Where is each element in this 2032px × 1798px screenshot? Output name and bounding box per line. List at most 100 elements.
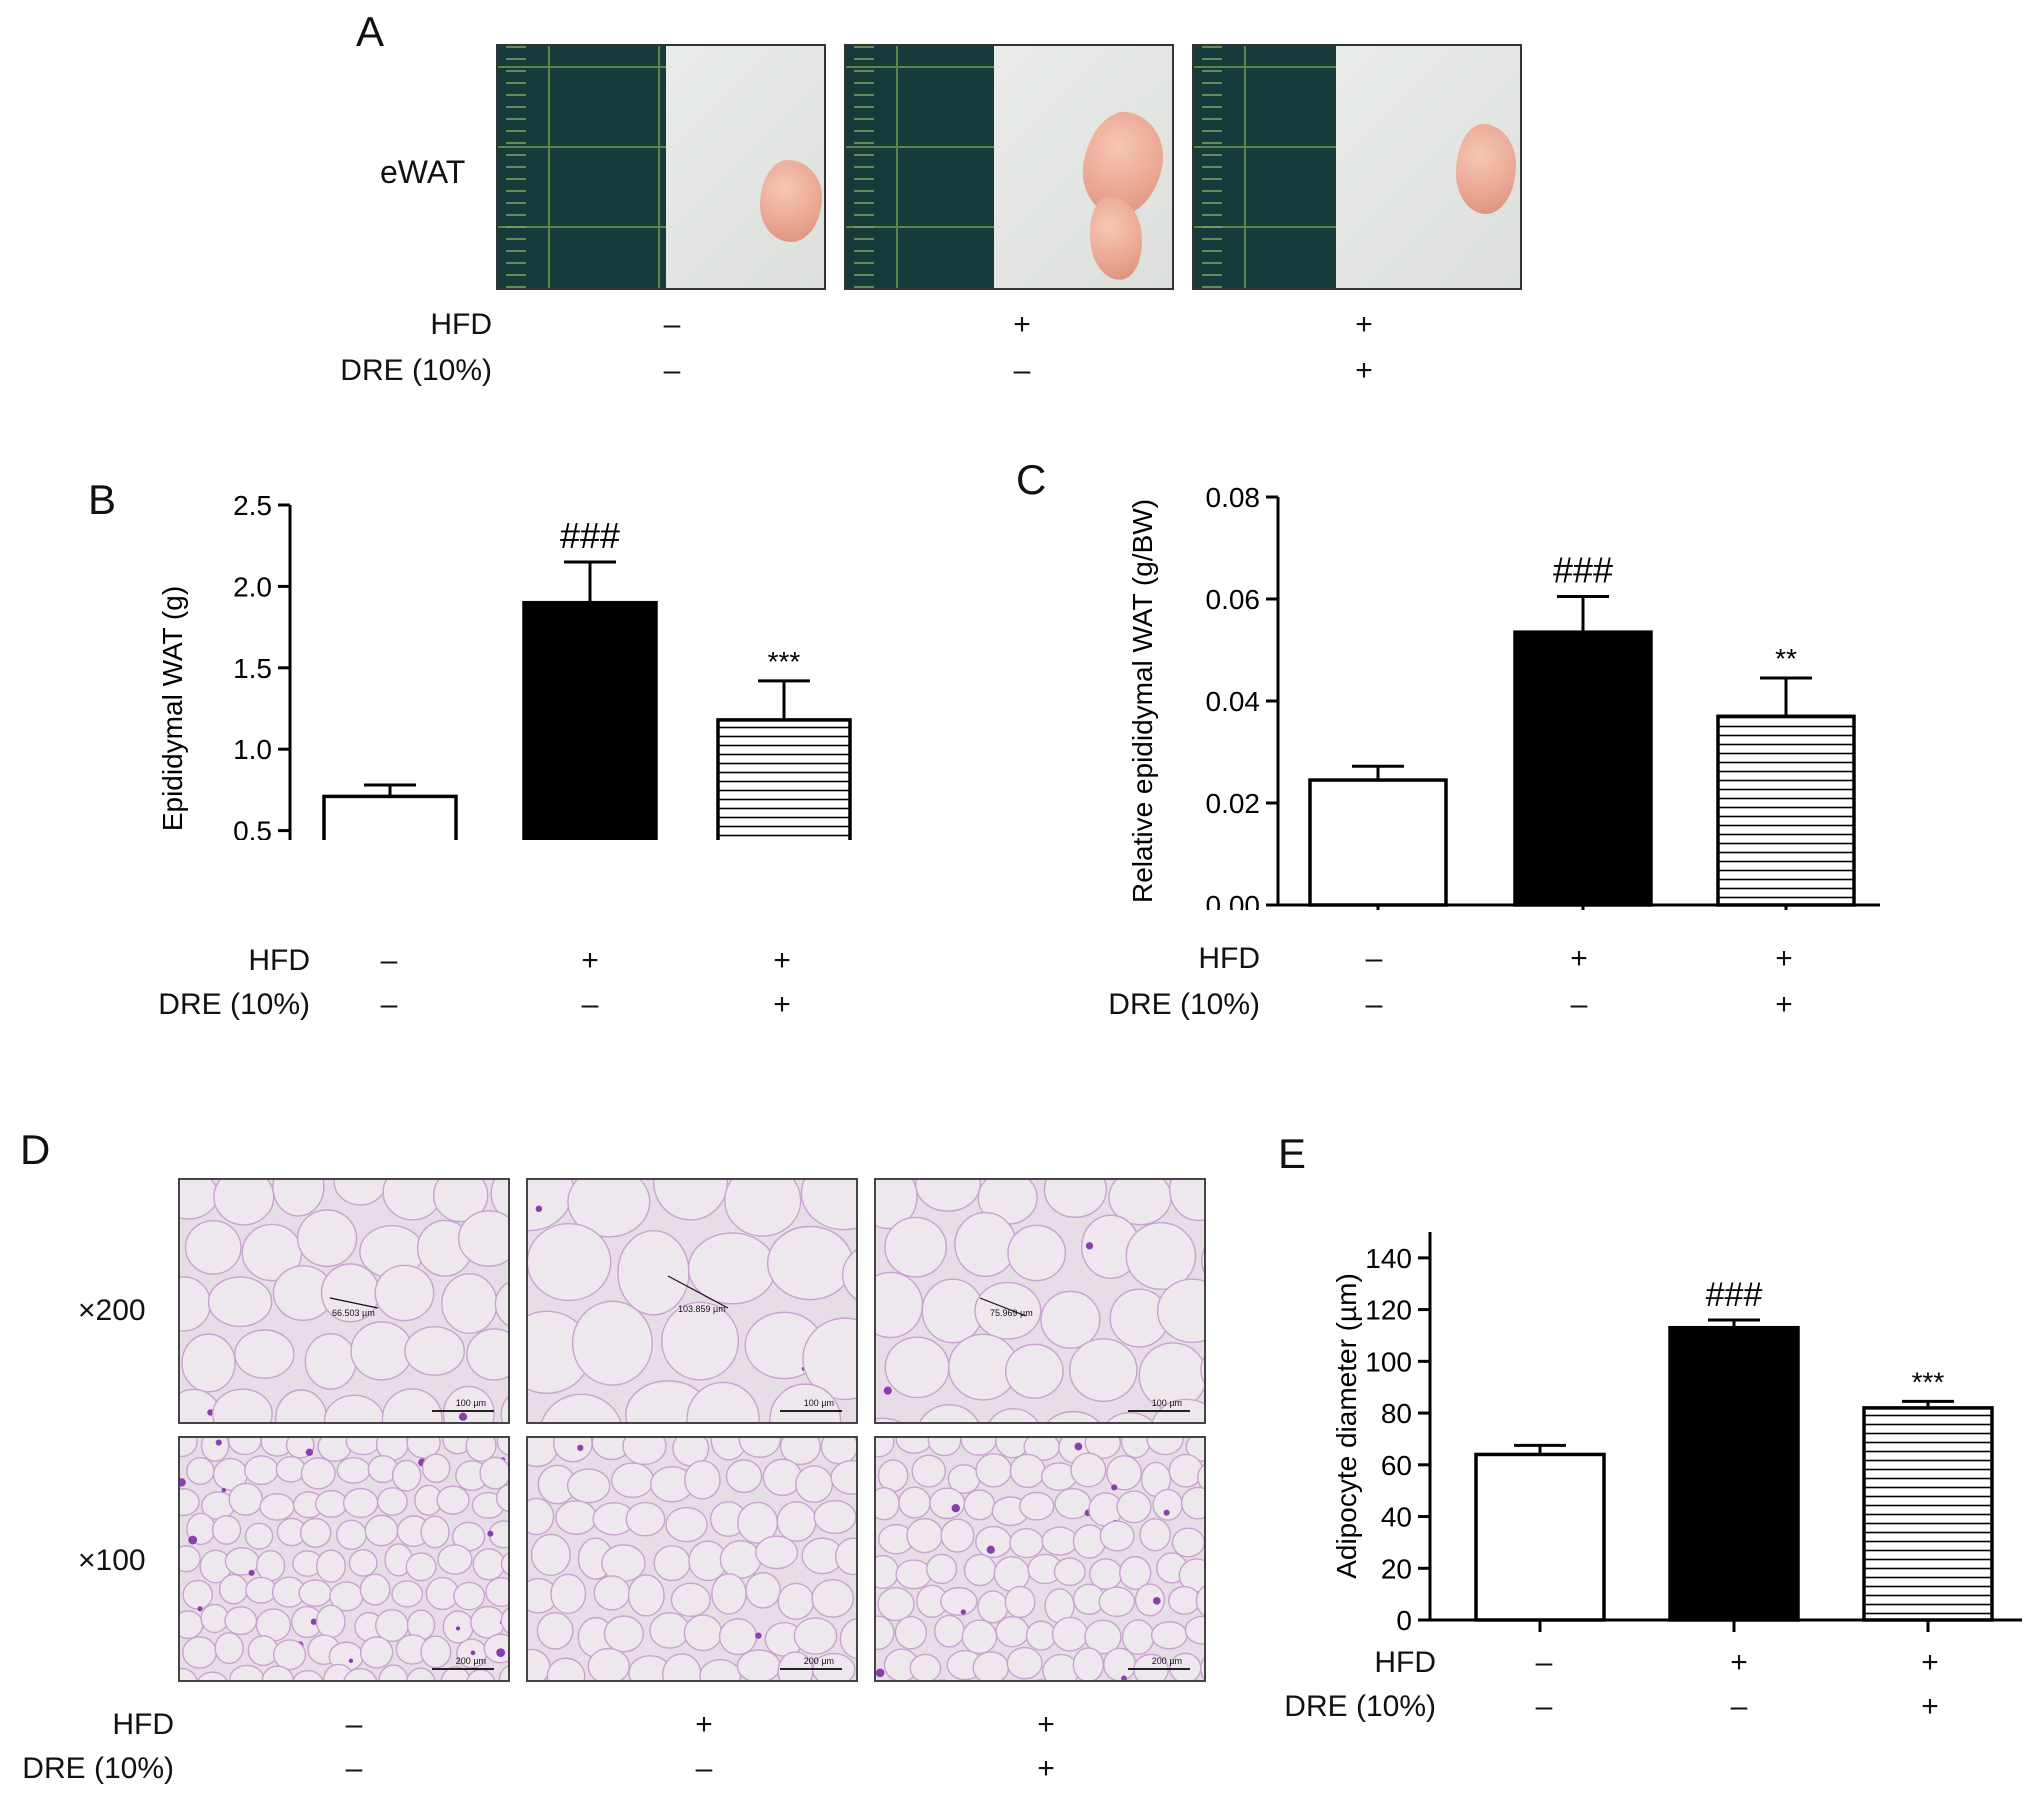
d-dre-sign-3: + — [1037, 1752, 1055, 1785]
adipocyte-cell — [1201, 1247, 1204, 1274]
scale-bar — [780, 1668, 842, 1670]
y-tick-label: 0.02 — [1206, 788, 1261, 819]
adipocyte-cell — [1121, 1619, 1155, 1656]
nucleus-dot — [305, 1448, 314, 1456]
nucleus-dot — [207, 1409, 214, 1416]
adipocyte-cell — [1004, 1585, 1036, 1619]
adipocyte-cell — [1009, 1527, 1044, 1559]
e-hfd-sign-3: + — [1921, 1646, 1939, 1679]
y-tick-label: 0.04 — [1206, 686, 1261, 717]
adipocyte-cell — [884, 1216, 947, 1278]
d-hfd-label: HFD — [112, 1708, 174, 1741]
adipocyte-cell — [421, 1453, 451, 1484]
adipocyte-cell — [839, 1618, 856, 1660]
adipocyte-cell — [479, 1456, 508, 1490]
adipocyte-cell — [1019, 1491, 1055, 1521]
adipocyte-cell — [1106, 1411, 1154, 1422]
a-dre-sign-2: – — [1013, 354, 1031, 387]
adipocyte-cell — [359, 1573, 391, 1606]
adipocyte-cell — [1146, 1438, 1184, 1456]
a-dre-sign-1: – — [663, 354, 681, 387]
adipocyte-cell — [988, 1408, 1039, 1422]
ewat-photo-1 — [496, 44, 826, 290]
adipocyte-cell — [929, 1487, 966, 1520]
adipocyte-cell — [940, 1518, 975, 1553]
adipocyte-cell — [180, 1488, 200, 1517]
adipocyte-cell — [378, 1664, 409, 1680]
histology-x100-3: 200 µm — [874, 1436, 1206, 1682]
adipocyte-cell — [550, 1573, 587, 1615]
scale-label: 100 µm — [803, 1398, 834, 1408]
adipocyte-cell — [921, 1278, 984, 1344]
d-hfd-sign-1: – — [345, 1708, 363, 1741]
adipocyte-cell — [719, 1540, 762, 1579]
adipocyte-cell — [766, 1225, 854, 1301]
adipocyte-cell — [627, 1574, 665, 1617]
bar — [322, 794, 458, 840]
adipocyte-texture — [528, 1180, 856, 1422]
nucleus-dot — [470, 1650, 476, 1656]
adipocyte-cell — [795, 1465, 834, 1504]
adipocyte-cell — [876, 1417, 902, 1422]
adipocyte-cell — [622, 1438, 667, 1466]
nucleus-dot — [1153, 1597, 1161, 1605]
adipocyte-cell — [364, 1514, 399, 1547]
adipocyte-cell — [683, 1614, 723, 1652]
d-row-label-100: ×100 — [78, 1544, 146, 1577]
adipocyte-texture — [180, 1180, 508, 1422]
adipocyte-cell — [315, 1604, 346, 1639]
adipocyte-cell — [272, 1639, 307, 1671]
adipocyte-cell — [343, 1667, 378, 1680]
adipocyte-cell — [777, 1582, 815, 1620]
adipocyte-cell — [350, 1321, 414, 1381]
adipocyte-cell — [180, 1438, 198, 1458]
y-tick-label: 0.00 — [1206, 890, 1261, 910]
adipocyte-cell — [876, 1554, 900, 1589]
adipocyte-cell — [530, 1533, 571, 1577]
adipocyte-cell — [1168, 1585, 1201, 1615]
adipocyte-cell — [404, 1326, 465, 1376]
measurement-line — [979, 1297, 1027, 1317]
measurement-line — [329, 1297, 379, 1309]
adipocyte-cell — [333, 1180, 388, 1206]
adipocyte-cell — [299, 1517, 332, 1548]
adipocyte-cell — [895, 1438, 933, 1454]
adipocyte-cell — [292, 1669, 324, 1680]
b-hfd-label: HFD — [248, 944, 310, 977]
adipocyte-cell — [180, 1667, 198, 1680]
nucleus-dot — [755, 1632, 762, 1639]
adipocyte-cell — [345, 1438, 381, 1456]
adipocyte-cell — [296, 1209, 358, 1268]
e-hfd-label: HFD — [1374, 1646, 1436, 1679]
adipocyte-cell — [180, 1545, 201, 1573]
adipocyte-texture — [876, 1180, 1204, 1422]
adipocyte-cell — [963, 1489, 996, 1521]
adipocyte-cell — [895, 1559, 932, 1590]
adipocyte-cell — [181, 1333, 236, 1393]
adipocyte-cell — [1068, 1338, 1138, 1403]
adipocyte-cell — [610, 1462, 655, 1499]
adipocyte-cell — [500, 1607, 508, 1634]
nucleus-dot — [1111, 1484, 1118, 1491]
adipocyte-cell — [436, 1485, 470, 1515]
measurement-label: 103.859 µm — [678, 1304, 726, 1314]
nucleus-dot — [951, 1503, 960, 1513]
ewat-photo-2 — [844, 44, 1174, 290]
adipocyte-cell — [381, 1388, 443, 1422]
a-dre-sign-3: + — [1355, 354, 1373, 387]
adipocyte-cell — [496, 1438, 508, 1456]
scale-label: 200 µm — [1151, 1656, 1182, 1666]
adipocyte-cell — [649, 1611, 691, 1649]
adipocyte-cell — [244, 1522, 274, 1550]
adipocyte-cell — [336, 1456, 371, 1484]
adipocyte-cell — [876, 1487, 900, 1521]
adipocyte-cell — [218, 1573, 249, 1605]
adipocyte-cell — [974, 1281, 1042, 1340]
adipocyte-cell — [1119, 1555, 1152, 1590]
adipocyte-cell — [180, 1180, 219, 1220]
adipocyte-cell — [725, 1459, 763, 1494]
nucleus-dot — [310, 1618, 318, 1625]
scale-bar — [1128, 1668, 1190, 1670]
c-hfd-sign-3: + — [1775, 942, 1793, 975]
nucleus-dot — [248, 1569, 255, 1576]
